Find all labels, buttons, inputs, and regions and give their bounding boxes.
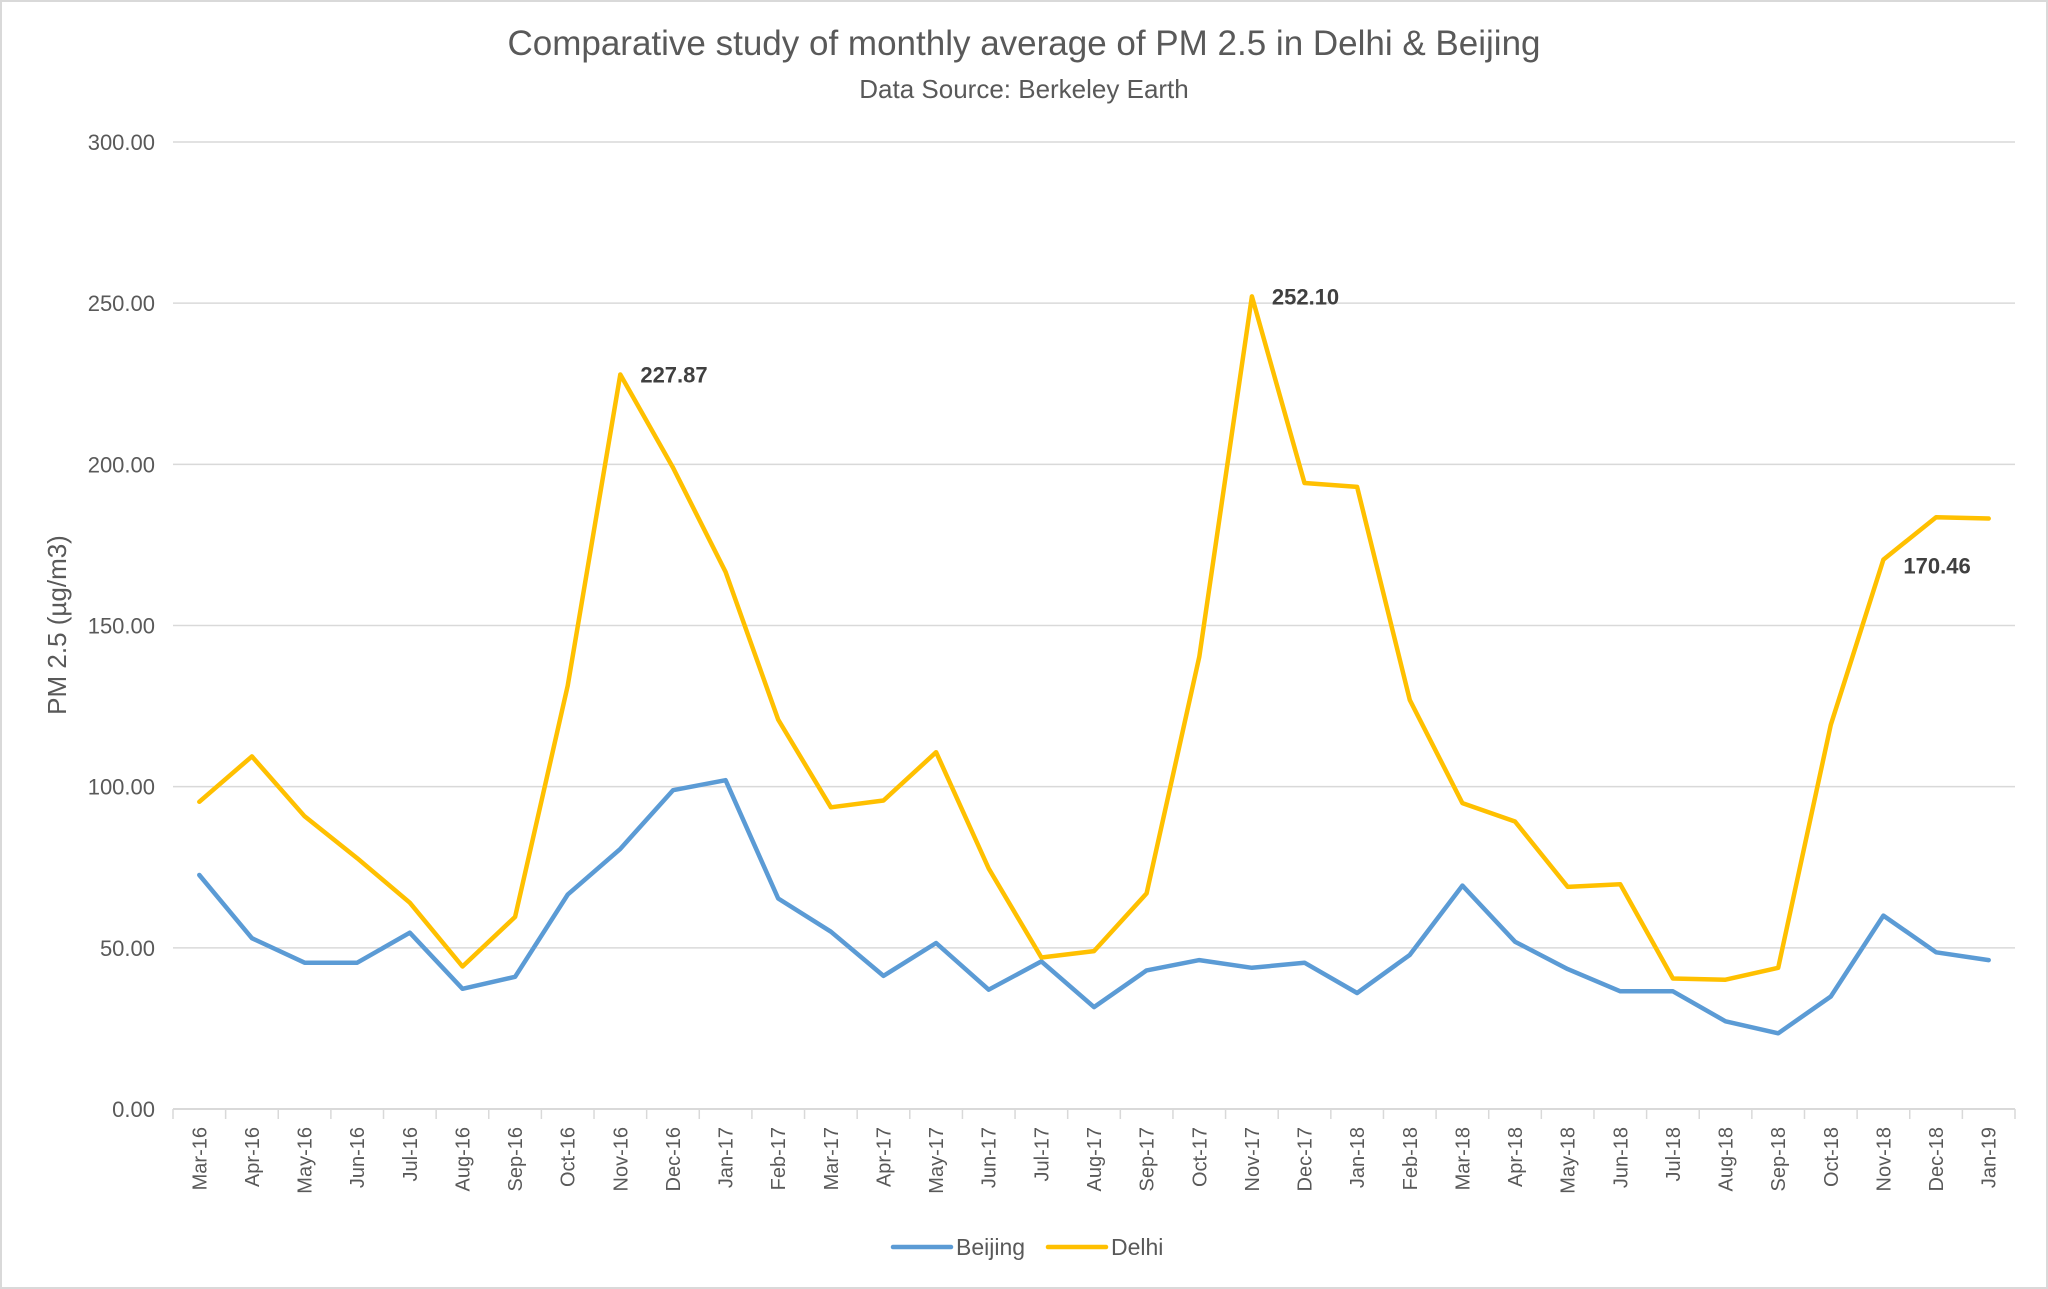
x-tick-label: Dec-18 xyxy=(1926,1127,1948,1191)
x-tick-label: Apr-16 xyxy=(242,1127,264,1187)
x-tick-label: Sep-16 xyxy=(505,1127,527,1192)
gridlines xyxy=(173,141,2015,949)
x-tick-label: Mar-16 xyxy=(189,1127,211,1190)
x-tick-label: Sep-18 xyxy=(1768,1127,1790,1192)
x-tick-label: Jan-17 xyxy=(716,1127,738,1188)
x-tick-label: Aug-16 xyxy=(452,1127,474,1192)
x-tick-label: Jan-18 xyxy=(1347,1127,1369,1188)
x-tick-label: May-17 xyxy=(926,1127,948,1194)
x-tick-label: Oct-17 xyxy=(1189,1127,1211,1187)
data-label: 170.46 xyxy=(1903,554,1970,579)
x-tick-label: Nov-17 xyxy=(1242,1127,1264,1191)
x-tick-label: Mar-17 xyxy=(821,1127,843,1190)
y-tick-label: 150.00 xyxy=(88,614,155,639)
x-tick-label: Nov-18 xyxy=(1873,1127,1895,1191)
y-tick-label: 50.00 xyxy=(100,936,155,961)
series-line-beijing xyxy=(197,777,1991,1036)
y-tick-label: 250.00 xyxy=(88,291,155,316)
x-tick-label: May-16 xyxy=(295,1127,317,1194)
x-tick-label: Apr-17 xyxy=(873,1127,895,1187)
chart-title: Comparative study of monthly average of … xyxy=(507,24,1541,63)
x-tick-label: Jul-17 xyxy=(1031,1127,1053,1181)
legend: Beijing Delhi xyxy=(890,1234,1163,1260)
y-tick-label: 100.00 xyxy=(88,775,155,800)
x-tick-label: Jul-18 xyxy=(1663,1127,1685,1181)
x-tick-label: Aug-18 xyxy=(1716,1127,1738,1192)
x-tick-label: Dec-17 xyxy=(1295,1127,1317,1191)
data-labels: 227.87 252.10 170.46 xyxy=(640,284,1970,578)
data-label: 227.87 xyxy=(640,362,707,387)
y-axis-title: PM 2.5 (µg/m3) xyxy=(42,535,72,715)
data-label: 252.10 xyxy=(1272,284,1339,309)
chart-subtitle: Data Source: Berkeley Earth xyxy=(859,74,1189,104)
x-tick-label: Feb-18 xyxy=(1400,1127,1422,1190)
x-tick-label: Oct-16 xyxy=(558,1127,580,1187)
x-tick-label: Jun-17 xyxy=(979,1127,1001,1188)
x-tick-label: Mar-18 xyxy=(1452,1127,1474,1190)
x-tick-label: Feb-17 xyxy=(768,1127,790,1190)
x-tick-label: Sep-17 xyxy=(1137,1127,1159,1192)
x-tick-label: Apr-18 xyxy=(1505,1127,1527,1187)
x-tick-label: Jun-16 xyxy=(347,1127,369,1188)
legend-label-delhi: Delhi xyxy=(1111,1234,1163,1260)
legend-label-beijing: Beijing xyxy=(956,1234,1025,1260)
x-tick-label: Aug-17 xyxy=(1084,1127,1106,1192)
y-tick-label: 300.00 xyxy=(88,130,155,155)
x-tick-label: Nov-16 xyxy=(610,1127,632,1191)
y-tick-label: 0.00 xyxy=(112,1097,155,1122)
x-tick-label: May-18 xyxy=(1558,1127,1580,1194)
x-axis: Mar-16 Apr-16 May-16 Jun-16 Jul-16 Aug-16 Sep-… xyxy=(172,1108,2016,1194)
x-tick-label: Jun-18 xyxy=(1610,1127,1632,1188)
series-line-delhi xyxy=(197,294,1991,982)
x-tick-label: Jan-19 xyxy=(1979,1127,2001,1188)
x-tick-label: Jul-16 xyxy=(400,1127,422,1181)
x-tick-label: Dec-16 xyxy=(663,1127,685,1191)
x-tick-label: Oct-18 xyxy=(1821,1127,1843,1187)
y-axis-ticks: 0.00 50.00 100.00 150.00 200.00 250.00 300.00 xyxy=(88,130,155,1122)
y-tick-label: 200.00 xyxy=(88,452,155,477)
series-lines xyxy=(197,294,1991,1036)
